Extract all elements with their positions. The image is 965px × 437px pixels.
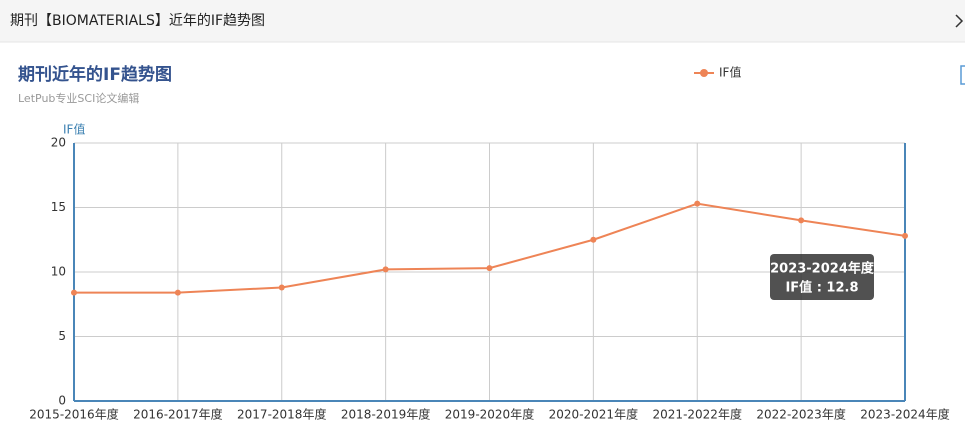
x-tick-label: 2016-2017年度 [133,407,222,422]
data-point[interactable] [71,289,77,296]
y-tick-label: 10 [51,265,66,279]
x-tick-label: 2015-2016年度 [29,407,118,422]
tooltip-box [770,254,874,300]
y-tick-label: 5 [58,329,66,343]
y-tick-label: 15 [51,200,66,214]
y-tick-label: 0 [58,394,66,408]
chart-subtitle: LetPub专业SCI论文编辑 [18,91,139,105]
header-bar [0,0,965,42]
x-tick-label: 2018-2019年度 [341,407,430,422]
x-tick-label: 2019-2020年度 [445,407,534,422]
tooltip-text: IF值 : 12.8 [785,280,858,296]
data-point[interactable] [278,284,285,291]
data-point[interactable] [798,217,805,224]
x-tick-label: 2021-2022年度 [653,407,742,422]
data-point[interactable] [486,265,493,272]
data-point[interactable] [902,232,908,239]
data-point[interactable] [590,236,597,243]
data-point[interactable] [174,289,181,296]
x-tick-label: 2022-2023年度 [756,407,845,422]
chart-title: 期刊近年的IF趋势图 [18,64,172,85]
x-tick-label: 2023-2024年度 [860,407,949,422]
header-title: 期刊【BIOMATERIALS】近年的IF趋势图 [10,13,265,29]
tooltip-title: 2023-2024年度 [770,261,875,277]
data-point[interactable] [694,200,701,207]
y-tick-label: 20 [51,136,66,150]
toolbox-icon[interactable] [960,65,965,85]
data-point[interactable] [382,266,389,273]
close-button[interactable] [955,14,964,28]
x-tick-label: 2017-2018年度 [237,407,326,422]
legend-label[interactable]: IF值 [719,65,741,80]
legend-marker[interactable] [700,69,708,77]
x-tick-label: 2020-2021年度 [549,407,638,422]
y-axis-label: IF值 [63,122,85,137]
